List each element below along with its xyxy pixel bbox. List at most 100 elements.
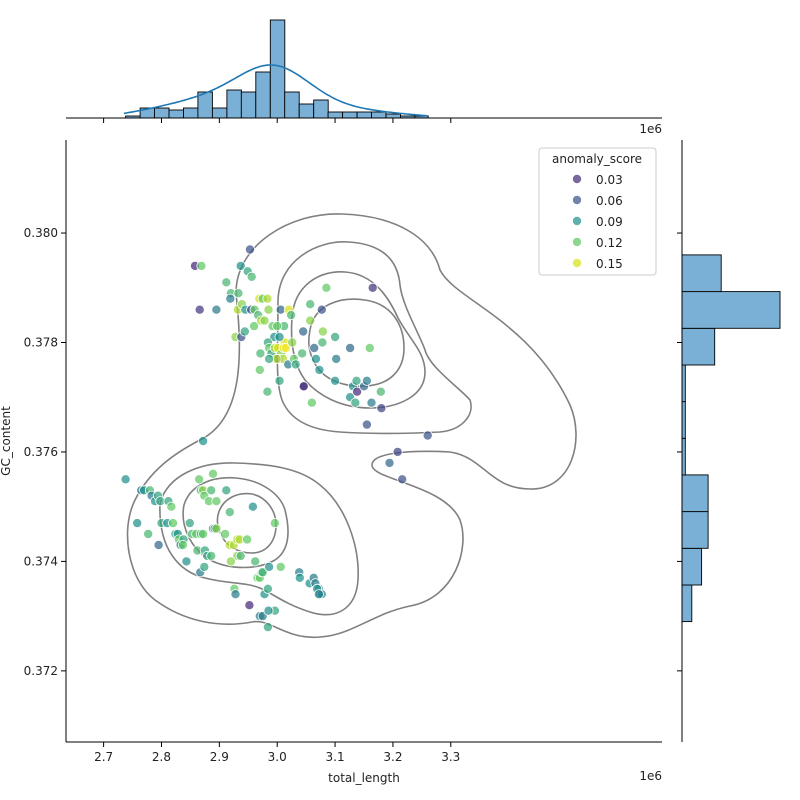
legend-label: 0.06 <box>596 194 623 208</box>
top-histogram-bar <box>313 99 329 119</box>
scatter-point <box>181 556 192 567</box>
x-tick-label: 3.2 <box>383 750 402 764</box>
right-marginal-histogram <box>677 140 781 742</box>
scatter-point <box>345 342 356 353</box>
scatter-point <box>287 337 298 348</box>
right-histogram-bar <box>681 327 716 366</box>
scatter-point <box>364 342 375 353</box>
x-tick-label: 2.7 <box>94 750 113 764</box>
scatter-point <box>254 364 265 375</box>
scatter-point <box>298 381 309 392</box>
scatter-point <box>221 277 232 288</box>
top-histogram-bar <box>356 111 373 119</box>
scatter-point <box>317 326 328 337</box>
legend-label: 0.15 <box>596 257 623 271</box>
scatter-point <box>351 375 362 386</box>
top-histogram-bar <box>298 103 315 119</box>
scatter-point <box>249 321 260 332</box>
kde-contours <box>126 213 577 638</box>
x-tick-label: 3.3 <box>441 750 460 764</box>
scatter-point <box>366 397 377 408</box>
scatter-point <box>306 397 317 408</box>
legend-marker <box>572 236 583 247</box>
legend: anomaly_score 0.03 0.06 0.09 0.12 0.15 <box>538 147 657 276</box>
scatter-point <box>297 348 308 359</box>
legend-marker <box>572 257 583 268</box>
scatter-point <box>310 353 321 364</box>
scatter-point <box>275 561 286 572</box>
scatter-point <box>264 561 275 572</box>
right-histogram-bar <box>681 474 709 513</box>
scatter-point <box>220 529 231 540</box>
scatter-point <box>167 518 178 529</box>
scatter-point <box>361 419 372 430</box>
scatter-point <box>321 282 332 293</box>
legend-entries: 0.03 0.06 0.09 0.12 0.15 <box>572 173 623 271</box>
scatter-point <box>257 567 268 578</box>
top-histogram-bar <box>385 113 401 119</box>
top-histogram-bar <box>284 91 300 119</box>
scatter-point <box>305 299 316 310</box>
top-histogram-bar <box>269 19 286 119</box>
top-histogram-bar <box>168 109 184 119</box>
legend-label: 0.12 <box>596 236 623 250</box>
y-tick-label: 0.372 <box>24 664 58 678</box>
scatter-point <box>384 457 395 468</box>
scatter-point <box>224 507 235 518</box>
scatter-point <box>397 474 408 485</box>
right-histogram-bar <box>681 511 709 549</box>
x-tick-label: 3.1 <box>326 750 345 764</box>
y-tick-label: 0.378 <box>24 335 58 349</box>
scatter-point <box>367 282 378 293</box>
scatter-point <box>269 518 280 529</box>
legend-box <box>538 147 657 276</box>
right-histogram-bar <box>681 291 781 329</box>
x-axis-label: total_length <box>328 771 400 785</box>
top-histogram-bar <box>183 107 199 119</box>
right-histogram-bars <box>681 254 781 623</box>
scatter-points <box>120 244 433 633</box>
top-histogram-bar <box>211 107 228 119</box>
scatter-point <box>153 540 164 551</box>
x-axis-ticks: 2.7 2.8 2.9 3.0 3.1 3.2 3.3 <box>94 742 460 764</box>
scatter-point <box>230 589 241 600</box>
top-kde-curve <box>123 64 428 117</box>
kde-contour-outer <box>126 213 577 638</box>
scatter-point <box>244 600 255 611</box>
scatter-point <box>280 342 291 353</box>
scatter-point <box>194 474 205 485</box>
legend-label: 0.03 <box>596 173 623 187</box>
y-tick-label: 0.374 <box>24 554 58 568</box>
scatter-point <box>184 518 195 529</box>
kde-contour-upper-3 <box>290 271 426 409</box>
top-offset-label: 1e6 <box>639 122 662 136</box>
scatter-point <box>221 485 232 496</box>
scatter-point <box>392 446 403 457</box>
scatter-point <box>314 364 325 375</box>
scatter-point <box>330 375 341 386</box>
legend-marker <box>572 215 583 226</box>
scatter-point <box>198 529 209 540</box>
scatter-point <box>233 288 244 299</box>
scatter-point <box>207 468 218 479</box>
scatter-point <box>316 304 327 315</box>
scatter-point <box>305 315 316 326</box>
top-histogram-bars <box>125 19 429 119</box>
scatter-point <box>235 260 246 271</box>
scatter-point <box>330 331 341 342</box>
scatter-point <box>255 348 266 359</box>
scatter-point <box>263 304 274 315</box>
scatter-point <box>242 534 253 545</box>
y-tick-label: 0.380 <box>24 226 58 240</box>
kde-contour-upper-2 <box>276 241 472 435</box>
top-histogram-bar <box>327 111 344 119</box>
y-axis-label: GC_content <box>0 406 13 476</box>
scatter-point <box>143 529 154 540</box>
scatter-point <box>290 359 301 370</box>
scatter-point <box>313 589 324 600</box>
scatter-point <box>274 375 285 386</box>
right-histogram-bar <box>681 547 703 586</box>
top-marginal-histogram: 1e6 <box>66 19 662 136</box>
legend-label: 0.09 <box>596 215 623 229</box>
scatter-point <box>352 386 363 397</box>
